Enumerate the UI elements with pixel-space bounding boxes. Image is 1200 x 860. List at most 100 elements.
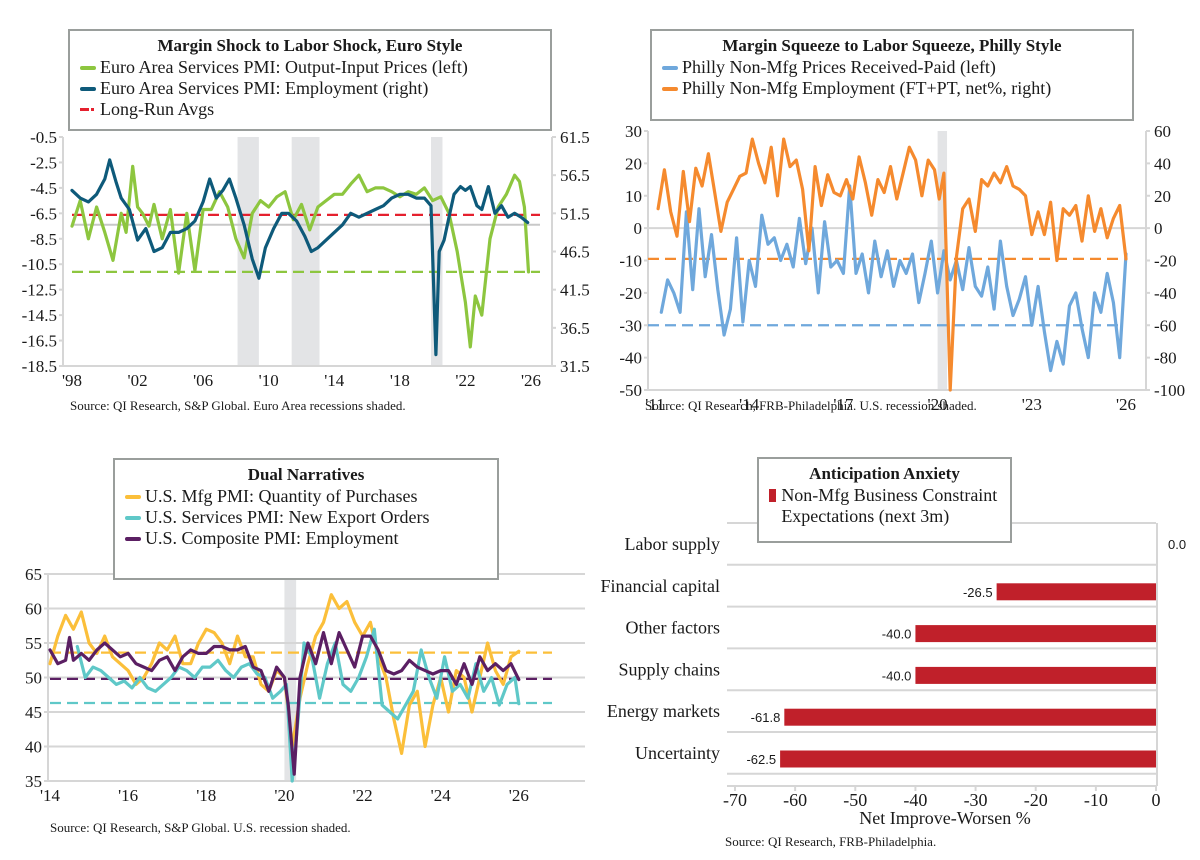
legend-label: Philly Non-Mfg Employment (FT+PT, net%, … (682, 78, 1052, 98)
y-tick-label: -50 (619, 381, 642, 400)
x-tick-label: '06 (193, 371, 213, 390)
bar-value-label: -61.8 (751, 710, 781, 725)
legend-swatch-icon (80, 65, 96, 70)
bar (915, 666, 1156, 684)
x-tick-label: -30 (964, 790, 988, 810)
x-tick-label: -40 (903, 790, 927, 810)
y-tick-label: 55 (25, 634, 42, 653)
anxiety-title: Anticipation Anxiety (809, 464, 960, 483)
y-right-tick-label: 61.5 (560, 128, 590, 147)
y-tick-label: -10 (619, 252, 642, 271)
dual-legend: Dual Narratives U.S. Mfg PMI: Quantity o… (113, 458, 499, 580)
category-label: Energy markets (607, 701, 720, 721)
x-tick-label: '24 (431, 786, 452, 805)
x-tick-label: -70 (723, 790, 747, 810)
y-right-tick-label: -40 (1154, 284, 1177, 303)
dual-legend-item-employment: U.S. Composite PMI: Employment (125, 528, 487, 549)
legend-label: Non-Mfg Business Constraint Expectations… (781, 485, 998, 526)
x-tick-label: '26 (1116, 395, 1136, 414)
x-tick-label: '20 (928, 395, 948, 414)
y-right-tick-label: -20 (1154, 252, 1177, 271)
anxiety-legend: Anticipation Anxiety Non-Mfg Business Co… (757, 457, 1012, 543)
x-tick-label: '17 (833, 395, 854, 414)
bar-value-label: -40.0 (882, 627, 912, 642)
y-right-tick-label: 31.5 (560, 357, 590, 376)
dual-source-note: Source: QI Research, S&P Global. U.S. re… (50, 820, 351, 835)
bar-value-label: -62.5 (746, 752, 776, 767)
recession-shade (237, 137, 259, 366)
x-tick-label: '18 (196, 786, 216, 805)
y-right-tick-label: 36.5 (560, 319, 590, 338)
x-tick-label: '14 (739, 395, 760, 414)
series-line (656, 137, 1128, 392)
x-tick-label: '26 (509, 786, 529, 805)
x-tick-label: -50 (843, 790, 867, 810)
y-right-tick-label: 46.5 (560, 243, 590, 262)
y-right-tick-label: 56.5 (560, 166, 590, 185)
bar-value-label: -26.5 (963, 585, 993, 600)
y-tick-label: -40 (619, 349, 642, 368)
bar-value-label: 0.0 (1168, 537, 1186, 552)
category-label: Financial capital (601, 576, 720, 596)
legend-swatch-icon (125, 494, 141, 499)
bar-value-label: -40.0 (882, 668, 912, 683)
dual-legend-item-purchases: U.S. Mfg PMI: Quantity of Purchases (125, 486, 487, 507)
legend-dash-icon (80, 108, 96, 111)
legend-label: Euro Area Services PMI: Employment (righ… (100, 78, 429, 98)
y-tick-label: 10 (625, 187, 642, 206)
euro-legend-item-avgs: Long-Run Avgs (80, 99, 540, 120)
x-tick-label: '14 (324, 371, 345, 390)
x-tick-label: '10 (259, 371, 279, 390)
x-tick-label: -10 (1084, 790, 1108, 810)
y-right-tick-label: 0 (1154, 219, 1163, 238)
y-tick-label: -4.5 (30, 179, 57, 198)
bar (996, 583, 1156, 601)
euro-source-note: Source: QI Research, S&P Global. Euro Ar… (70, 398, 406, 413)
x-tick-label: '02 (128, 371, 148, 390)
x-tick-label: '98 (62, 371, 82, 390)
philly-source-note: Source: QI Research, FRB-Philadelphia. U… (645, 398, 977, 413)
y-right-tick-label: 20 (1154, 187, 1171, 206)
y-right-tick-label: 40 (1154, 154, 1171, 173)
x-tick-label: '14 (40, 786, 61, 805)
euro-legend-item-employment: Euro Area Services PMI: Employment (righ… (80, 78, 540, 99)
legend-label: U.S. Services PMI: New Export Orders (145, 507, 430, 527)
x-tick-label: -60 (783, 790, 807, 810)
bar (915, 625, 1156, 643)
euro-legend: Margin Shock to Labor Shock, Euro Style … (68, 29, 552, 131)
series-line (70, 164, 531, 349)
category-label: Labor supply (625, 534, 720, 554)
x-tick-label: '26 (521, 371, 541, 390)
legend-swatch-icon (769, 489, 777, 502)
philly-title: Margin Squeeze to Labor Squeeze, Philly … (722, 36, 1062, 55)
legend-label: Euro Area Services PMI: Output-Input Pri… (100, 57, 468, 77)
y-right-tick-label: -80 (1154, 349, 1177, 368)
y-tick-label: 35 (25, 772, 42, 791)
dual-title: Dual Narratives (247, 465, 365, 484)
y-tick-label: -16.5 (22, 332, 57, 351)
y-right-tick-label: 60 (1154, 122, 1171, 141)
y-tick-label: -20 (619, 284, 642, 303)
euro-legend-item-prices: Euro Area Services PMI: Output-Input Pri… (80, 57, 540, 78)
recession-shade (291, 137, 320, 366)
y-tick-label: -8.5 (30, 230, 57, 249)
x-tick-label: '11 (645, 395, 664, 414)
category-label: Supply chains (619, 659, 721, 679)
y-tick-label: 65 (25, 565, 42, 584)
legend-label: Philly Non-Mfg Prices Received-Paid (lef… (682, 57, 996, 77)
x-tick-label: '18 (390, 371, 410, 390)
x-tick-label: '22 (455, 371, 475, 390)
x-tick-label: '22 (353, 786, 373, 805)
category-label: Other factors (626, 618, 720, 638)
x-tick-label: 0 (1152, 790, 1161, 810)
x-tick-label: '20 (274, 786, 294, 805)
chart-anxiety: -70 -60 -50 -40 -30 -20 -10 0 Labor supply 0.0 Fin… (601, 522, 1186, 810)
bar (780, 750, 1156, 768)
chart-dual: 65 60 55 50 45 40 35'14 '16 '18 '20 '22 '24 '26 (25, 565, 585, 805)
series-line (659, 184, 1128, 373)
anxiety-legend-item: Non-Mfg Business Constraint Expectations… (769, 485, 1000, 527)
legend-swatch-icon (125, 536, 141, 541)
y-tick-label: 50 (25, 669, 42, 688)
legend-swatch-icon (80, 86, 96, 91)
euro-title: Margin Shock to Labor Shock, Euro Style (157, 36, 463, 55)
